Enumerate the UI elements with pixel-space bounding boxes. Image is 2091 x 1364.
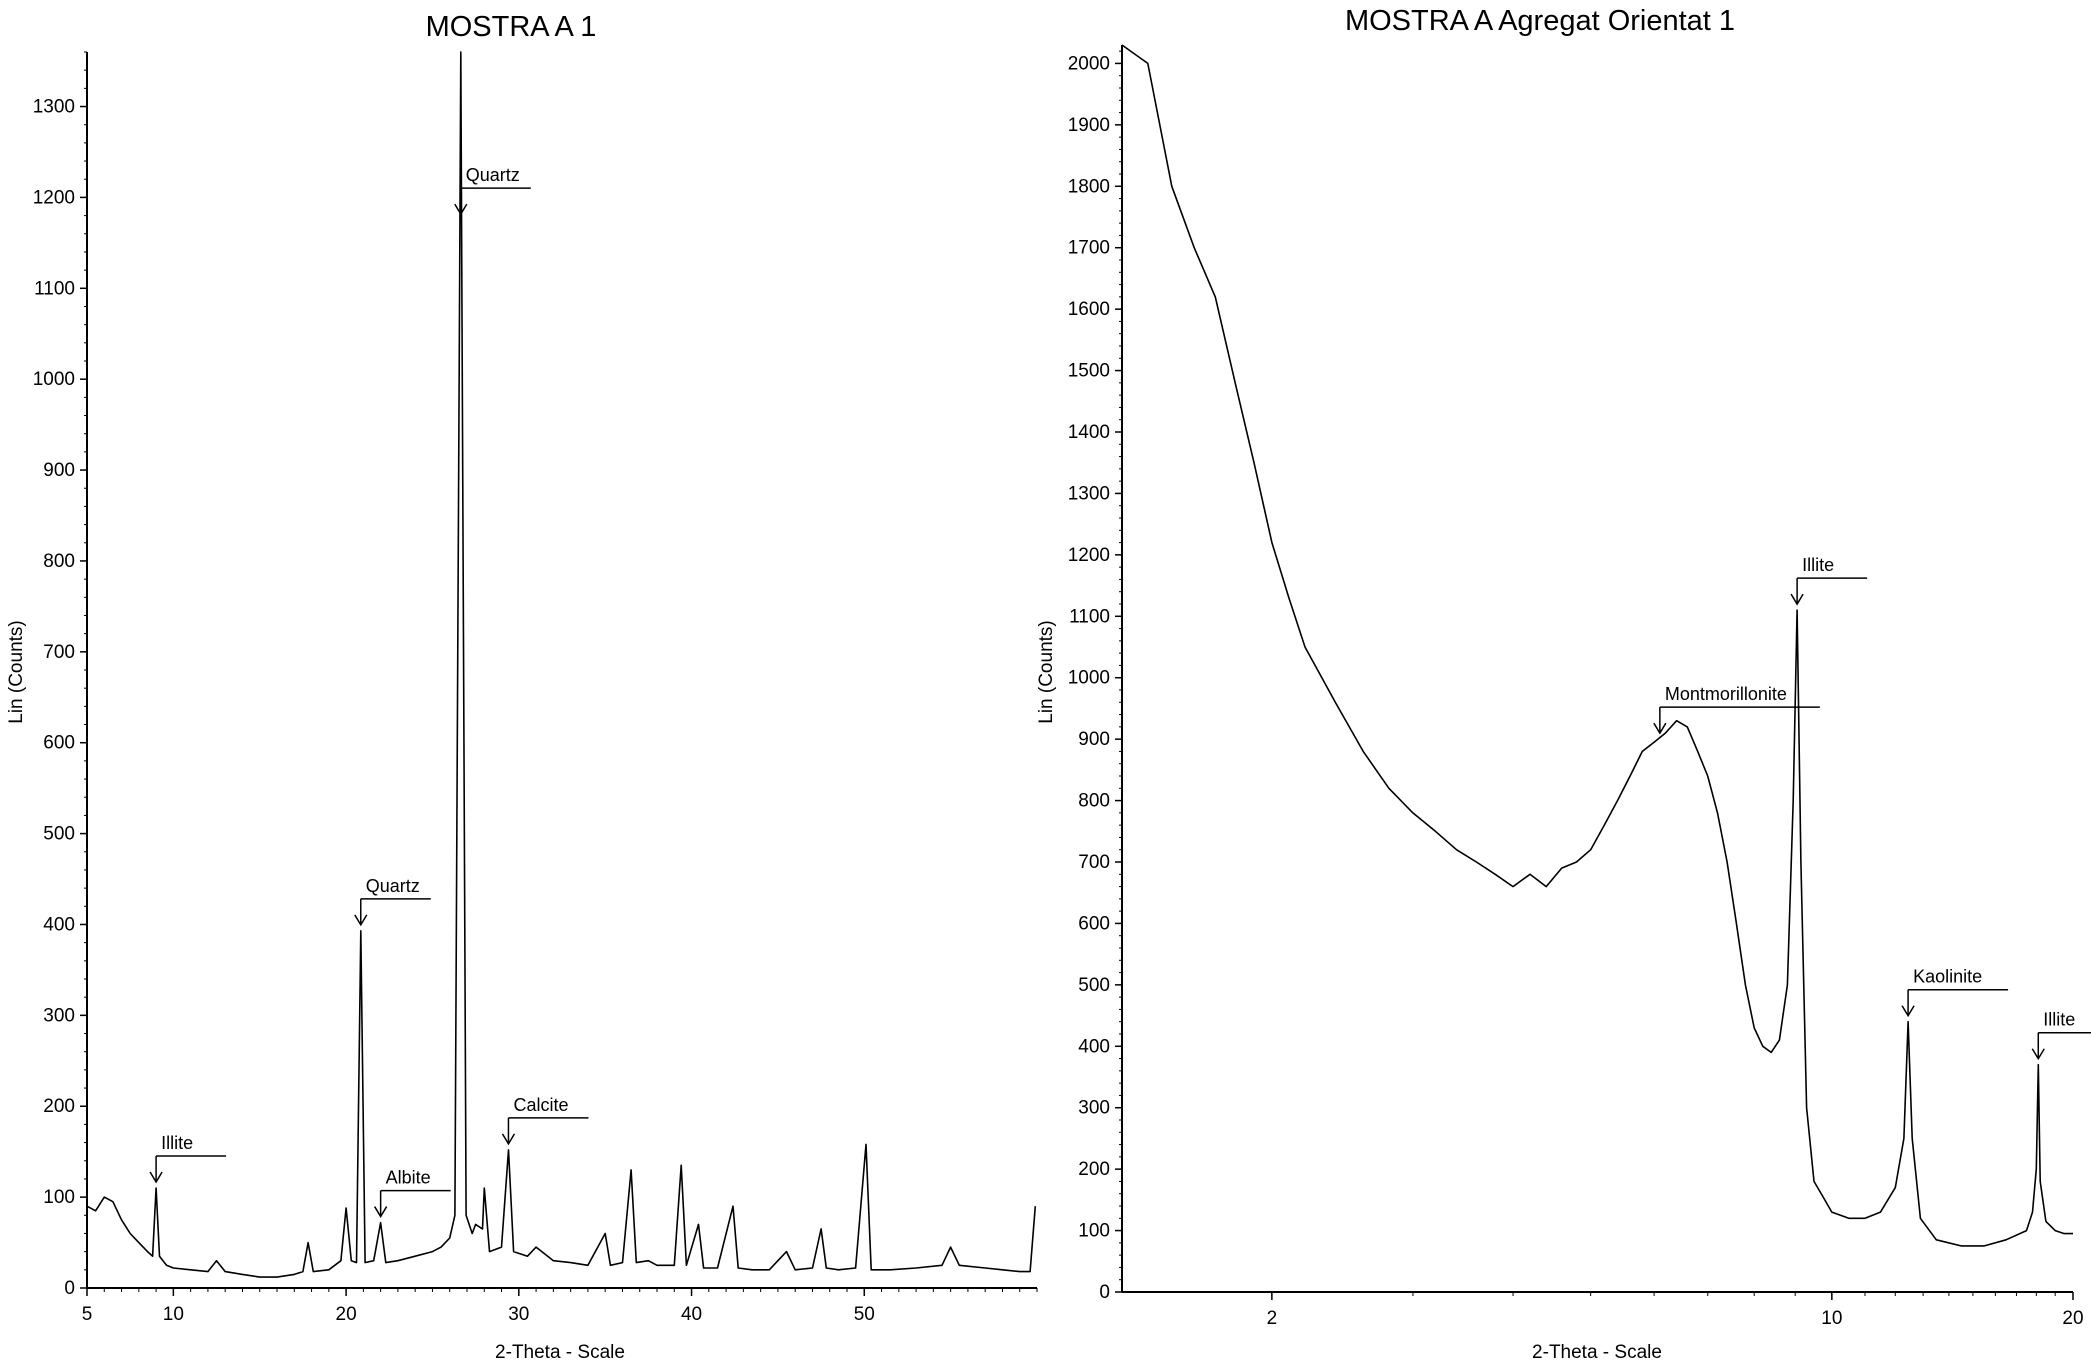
chart-left-x-ticks: 5 10 20 30 40 50 [82,1288,1038,1325]
chart-right-y-tick-label: 700 [1078,852,1110,873]
chart-right-y-tick-label: 1100 [1069,606,1110,627]
annotation-label: Illite [2043,1010,2075,1030]
chart-right-y-tick-label: 200 [1078,1159,1110,1180]
chart-right-y-tick-label: 1200 [1068,545,1110,566]
chart-right-y-ticks: 0 100 200 300 400 500 600 700 800 900 1000 1100 1200… [1068,50,1122,1303]
annotation-arrow-head [454,203,468,216]
annotation-label: Illite [161,1133,193,1153]
chart-left-y-tick-label: 1300 [33,97,75,118]
chart-left-y-axis-label: Lin (Counts) [6,620,27,724]
chart-right-y-tick-label: 1300 [1068,483,1110,504]
chart-left-y-tick-label: 900 [43,460,75,481]
annotation-arrow-head [2031,1048,2045,1061]
chart-left-title: MOSTRA A 1 [426,11,597,43]
chart-right-y-tick-label: 1000 [1068,668,1110,689]
chart-left-y-tick-label: 1100 [34,278,75,299]
chart-right-x-tick-label: 20 [2062,1308,2083,1329]
annotation-arrow-head [354,914,368,927]
annotation-arrow-head [1790,593,1804,606]
chart-right-y-tick-label: 100 [1078,1221,1110,1242]
chart-left-annotation: Quartz [354,876,431,927]
annotation-label: Quartz [366,876,420,896]
chart-right-y-tick-label: 600 [1078,913,1110,934]
chart-left-y-tick-label: 600 [43,733,75,754]
chart-left-y-tick-label: 100 [43,1187,75,1208]
annotation-label: Quartz [466,165,520,185]
chart-right-y-axis-label: Lin (Counts) [1036,620,1057,724]
chart-left-y-tick-label: 700 [43,642,75,663]
chart-right-series-line [1121,44,2073,1247]
chart-right-annotations: Montmorillonite Illite Kaolinite Illite [1653,555,2091,1061]
annotation-label: Montmorillonite [1665,684,1787,704]
chart-left-y-tick-label: 1200 [33,187,75,208]
chart-right-title: MOSTRA A Agregat Orientat 1 [1345,5,1735,37]
annotation-arrow-head [501,1133,516,1146]
chart-left-annotation: Calcite [501,1095,589,1146]
chart-right-annotation: Illite [1790,555,1868,606]
chart-right-y-tick-label: 900 [1078,729,1110,750]
chart-right-x-tick-label: 10 [1821,1308,1842,1329]
chart-right-y-tick-label: 0 [1099,1282,1110,1303]
annotation-label: Illite [1802,555,1834,575]
chart-left: MOSTRA A 1 Lin (Counts) 2-Theta - Scale … [6,11,1038,1363]
chart-right-y-tick-label: 1900 [1068,115,1110,136]
chart-right-annotation: Illite [2031,1010,2091,1061]
chart-left-x-tick-label: 10 [163,1304,184,1325]
chart-right-y-tick-label: 2000 [1068,53,1110,74]
chart-right-annotation: Kaolinite [1901,967,2009,1018]
chart-left-y-tick-label: 500 [43,824,75,845]
annotation-arrow-head [373,1206,388,1219]
chart-left-y-tick-label: 800 [43,551,75,572]
chart-left-x-tick-label: 30 [508,1304,529,1325]
annotation-arrow-head [1901,1005,1915,1018]
chart-left-y-tick-label: 400 [43,914,75,935]
chart-right-annotation: Montmorillonite [1653,684,1820,735]
chart-left-annotation: Quartz [454,165,531,216]
chart-right-y-tick-label: 500 [1078,975,1110,996]
chart-right-y-tick-label: 1800 [1068,176,1110,197]
annotation-label: Kaolinite [1913,967,1982,987]
chart-right-y-tick-label: 1600 [1068,299,1110,320]
chart-left-y-tick-label: 200 [43,1096,75,1117]
chart-left-y-tick-label: 1000 [33,369,75,390]
chart-right-y-tick-label: 1400 [1068,422,1110,443]
chart-right-y-tick-label: 1500 [1068,361,1110,382]
annotation-arrow-head [149,1171,163,1184]
chart-left-annotation: Illite [149,1133,227,1184]
chart-right-y-tick-label: 800 [1078,791,1110,812]
chart-left-y-tick-label: 0 [64,1278,75,1299]
annotation-label: Calcite [513,1095,568,1115]
chart-right-x-tick-label: 2 [1267,1308,1278,1329]
chart-left-x-tick-label: 5 [82,1304,93,1325]
chart-left-x-tick-label: 40 [681,1304,702,1325]
annotation-label: Albite [386,1168,431,1188]
chart-left-x-tick-label: 50 [854,1304,875,1325]
chart-left-x-tick-label: 20 [336,1304,357,1325]
chart-left-series-line [86,51,1037,1278]
chart-left-y-tick-label: 300 [43,1005,75,1026]
chart-right-y-tick-label: 300 [1078,1098,1110,1119]
chart-right-x-axis-label: 2-Theta - Scale [1532,1342,1662,1363]
chart-left-annotation: Albite [373,1168,451,1219]
chart-left-x-axis-label: 2-Theta - Scale [495,1342,625,1363]
chart-left-y-ticks: 0 100 200 300 400 500 600 700 800 900 1000 1100 1200… [33,51,87,1299]
chart-right-y-tick-label: 400 [1078,1036,1110,1057]
chart-left-series [86,51,1037,1278]
chart-right-x-ticks: 2 10 20 [1267,1292,2084,1329]
chart-right-y-tick-label: 1700 [1068,238,1110,259]
chart-left-annotations: Illite Quartz Albite Quartz Calcite [149,165,589,1219]
chart-right: MOSTRA A Agregat Orientat 1 Lin (Counts)… [1036,5,2091,1363]
chart-right-series [1121,44,2073,1247]
annotation-arrow-head [1653,722,1667,735]
